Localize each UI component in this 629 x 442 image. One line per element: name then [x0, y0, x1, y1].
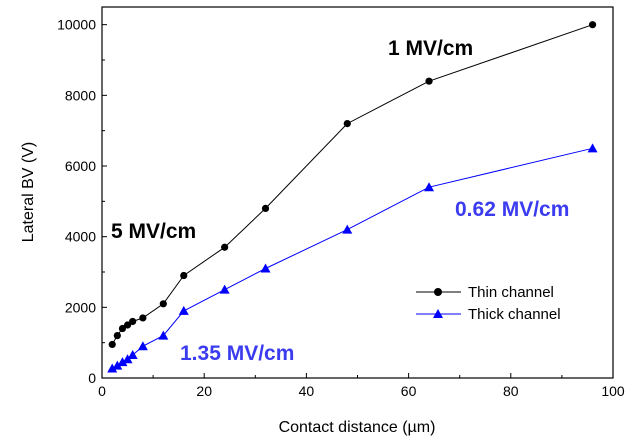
annotation-062mv: 0.62 MV/cm	[455, 198, 569, 221]
thin-channel-point	[118, 324, 127, 333]
x-tick-label: 20	[196, 383, 212, 399]
x-tick-label: 40	[299, 383, 315, 399]
thin-channel-point	[221, 243, 229, 251]
x-axis-title: Contact distance (µm)	[279, 419, 436, 436]
y-tick-label: 10000	[57, 17, 96, 33]
thick-channel-point	[137, 341, 148, 351]
annotation-1mv: 1 MV/cm	[388, 37, 473, 60]
thin-channel-point	[129, 317, 137, 326]
thin-channel-point	[123, 321, 132, 329]
y-tick-label: 0	[88, 370, 96, 386]
thick-channel-point	[424, 182, 435, 192]
thick-channel-point	[122, 354, 133, 364]
x-tick-label: 80	[503, 383, 519, 399]
x-axis-ticks: 0 20 40 60 80 100	[98, 373, 625, 399]
thick-channel-point	[127, 350, 138, 360]
legend: Thin channel Thick channel	[416, 284, 561, 323]
thin-channel-point	[261, 204, 270, 212]
thick-channel-point	[587, 143, 598, 153]
thick-channel-point	[117, 357, 128, 367]
thick-channel-point	[107, 363, 118, 373]
legend-label-thick: Thick channel	[468, 306, 561, 323]
thick-channel-point	[342, 224, 353, 234]
series-line-1	[111, 147, 593, 369]
thin-channel-point	[113, 332, 121, 340]
annotation-5mv: 5 MV/cm	[111, 220, 196, 243]
y-axis-ticks: 0 2000 4000 6000 8000 10000	[57, 17, 107, 386]
thin-channel-point	[588, 21, 597, 29]
legend-label-thin: Thin channel	[468, 284, 554, 301]
x-tick-label: 60	[401, 383, 417, 399]
thin-channel-point	[180, 271, 188, 280]
x-tick-label: 0	[98, 383, 106, 399]
thin-channel-point	[343, 120, 351, 128]
y-tick-label: 4000	[65, 229, 96, 245]
thick-channel-point	[178, 305, 189, 315]
series-layer	[107, 21, 598, 373]
y-tick-label: 2000	[65, 299, 96, 315]
y-axis-title: Lateral BV (V)	[20, 142, 37, 242]
legend-marker-thin	[434, 288, 442, 296]
thick-channel-point	[158, 330, 169, 340]
thin-channel-point	[139, 314, 147, 322]
thin-channel-point	[159, 300, 167, 308]
thin-channel-point	[108, 340, 116, 349]
x-tick-label: 100	[601, 383, 625, 399]
y-tick-label: 6000	[65, 158, 96, 174]
thick-channel-point	[260, 263, 271, 273]
annotation-135mv: 1.35 MV/cm	[180, 342, 294, 365]
thick-channel-point	[112, 360, 123, 370]
legend-marker-thick	[433, 309, 443, 318]
thick-channel-point	[219, 284, 230, 294]
thin-channel-point	[425, 77, 433, 85]
y-tick-label: 8000	[65, 87, 96, 103]
